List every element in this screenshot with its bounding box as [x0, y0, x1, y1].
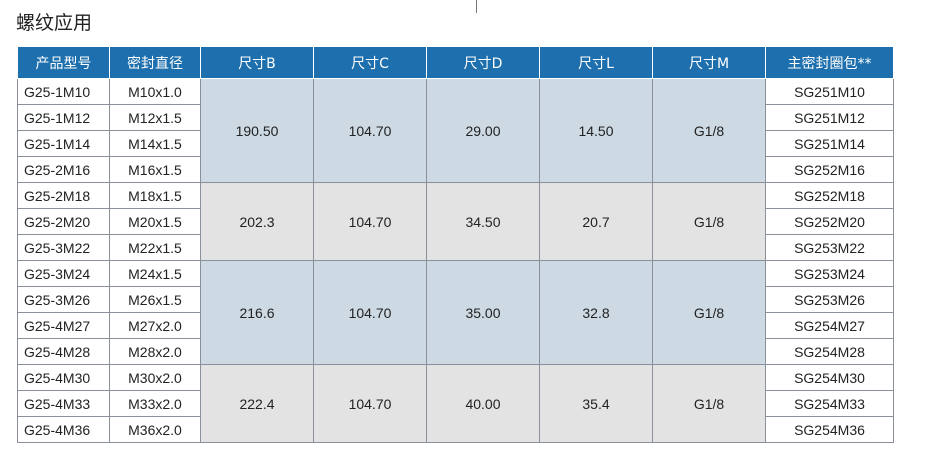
header-dim-l: 尺寸L: [539, 46, 653, 79]
dim-d-cell: 29.00: [426, 78, 540, 183]
model-cell: G25-4M27: [17, 312, 110, 339]
model-cell: G25-1M14: [17, 130, 110, 157]
table-row: G25-3M22 M22x1.5 SG253M22: [17, 234, 894, 261]
table-row: G25-3M24 M24x1.5 216.6 104.70 35.00 32.8 G1/8 S…: [17, 260, 894, 365]
seal-kit-cell: SG254M36: [765, 416, 894, 443]
dim-m-cell: G1/8: [652, 78, 766, 183]
table-row: G25-2M16 M16x1.5 SG252M16: [17, 156, 894, 183]
header-diameter: 密封直径: [109, 46, 201, 79]
dim-c-cell: 104.70: [313, 78, 427, 183]
seal-kit-cell: SG254M28: [765, 338, 894, 365]
dim-l-cell: 20.7: [539, 182, 653, 261]
model-cell: G25-1M12: [17, 104, 110, 131]
seal-kit-cell: SG254M33: [765, 390, 894, 417]
table-row: G25-1M10 M10x1.0 190.50 104.70 29.00 14.50 G1/…: [17, 78, 894, 183]
table-row: G25-1M14 M14x1.5 SG251M14: [17, 130, 894, 157]
model-cell: G25-4M28: [17, 338, 110, 365]
table-row: G25-4M27 M27x2.0 SG254M27: [17, 312, 894, 339]
diameter-cell: M26x1.5: [109, 286, 201, 313]
dim-b-cell: 222.4: [200, 364, 314, 443]
seal-kit-cell: SG253M24: [765, 260, 894, 287]
model-cell: G25-1M10: [17, 78, 110, 105]
dim-c-cell: 104.70: [313, 182, 427, 261]
diameter-cell: M33x2.0: [109, 390, 201, 417]
divider: [476, 0, 477, 13]
dim-m-cell: G1/8: [652, 260, 766, 365]
diameter-cell: M30x2.0: [109, 364, 201, 391]
dim-d-cell: 40.00: [426, 364, 540, 443]
diameter-cell: M10x1.0: [109, 78, 201, 105]
table-row: G25-2M20 M20x1.5 SG252M20: [17, 208, 894, 235]
seal-kit-cell: SG253M22: [765, 234, 894, 261]
model-cell: G25-2M20: [17, 208, 110, 235]
table-row: G25-4M30 M30x2.0 222.4 104.70 40.00 35.4 G1/8 S…: [17, 364, 894, 443]
dim-m-cell: G1/8: [652, 364, 766, 443]
seal-kit-cell: SG251M14: [765, 130, 894, 157]
table-row: G25-4M36 M36x2.0 SG254M36: [17, 416, 894, 443]
seal-kit-cell: SG251M12: [765, 104, 894, 131]
dim-b-cell: 216.6: [200, 260, 314, 365]
dim-d-cell: 34.50: [426, 182, 540, 261]
diameter-cell: M16x1.5: [109, 156, 201, 183]
seal-kit-cell: SG254M27: [765, 312, 894, 339]
seal-kit-cell: SG253M26: [765, 286, 894, 313]
seal-kit-cell: SG251M10: [765, 78, 894, 105]
dim-l-cell: 32.8: [539, 260, 653, 365]
table-body: G25-1M10 M10x1.0 190.50 104.70 29.00 14.50 G1/…: [17, 78, 894, 443]
diameter-cell: M24x1.5: [109, 260, 201, 287]
table-row: G25-4M33 M33x2.0 SG254M33: [17, 390, 894, 417]
diameter-cell: M18x1.5: [109, 182, 201, 209]
seal-kit-cell: SG254M30: [765, 364, 894, 391]
diameter-cell: M28x2.0: [109, 338, 201, 365]
header-row: 产品型号 密封直径 尺寸B 尺寸C 尺寸D 尺寸L 尺寸M 主密封圈包**: [17, 46, 894, 79]
header-dim-b: 尺寸B: [200, 46, 314, 79]
table-row: G25-2M18 M18x1.5 202.3 104.70 34.50 20.7 G1/8 S…: [17, 182, 894, 261]
dim-b-cell: 202.3: [200, 182, 314, 261]
diameter-cell: M20x1.5: [109, 208, 201, 235]
seal-kit-cell: SG252M20: [765, 208, 894, 235]
model-cell: G25-4M36: [17, 416, 110, 443]
header-dim-d: 尺寸D: [426, 46, 540, 79]
model-cell: G25-3M22: [17, 234, 110, 261]
diameter-cell: M36x2.0: [109, 416, 201, 443]
seal-kit-cell: SG252M16: [765, 156, 894, 183]
seal-kit-cell: SG252M18: [765, 182, 894, 209]
header-seal-kit: 主密封圈包**: [765, 46, 894, 79]
dim-l-cell: 35.4: [539, 364, 653, 443]
header-dim-c: 尺寸C: [313, 46, 427, 79]
diameter-cell: M14x1.5: [109, 130, 201, 157]
model-cell: G25-3M24: [17, 260, 110, 287]
diameter-cell: M12x1.5: [109, 104, 201, 131]
dim-c-cell: 104.70: [313, 260, 427, 365]
dim-c-cell: 104.70: [313, 364, 427, 443]
model-cell: G25-3M26: [17, 286, 110, 313]
page-title: 螺纹应用: [16, 12, 93, 34]
model-cell: G25-2M16: [17, 156, 110, 183]
model-cell: G25-4M33: [17, 390, 110, 417]
model-cell: G25-4M30: [17, 364, 110, 391]
header-dim-m: 尺寸M: [652, 46, 766, 79]
diameter-cell: M27x2.0: [109, 312, 201, 339]
dim-d-cell: 35.00: [426, 260, 540, 365]
dim-m-cell: G1/8: [652, 182, 766, 261]
header-model: 产品型号: [17, 46, 110, 79]
dim-b-cell: 190.50: [200, 78, 314, 183]
dim-l-cell: 14.50: [539, 78, 653, 183]
spec-table: 产品型号 密封直径 尺寸B 尺寸C 尺寸D 尺寸L 尺寸M 主密封圈包** G2…: [17, 46, 894, 443]
diameter-cell: M22x1.5: [109, 234, 201, 261]
table-row: G25-4M28 M28x2.0 SG254M28: [17, 338, 894, 365]
model-cell: G25-2M18: [17, 182, 110, 209]
table-row: G25-1M12 M12x1.5 SG251M12: [17, 104, 894, 131]
